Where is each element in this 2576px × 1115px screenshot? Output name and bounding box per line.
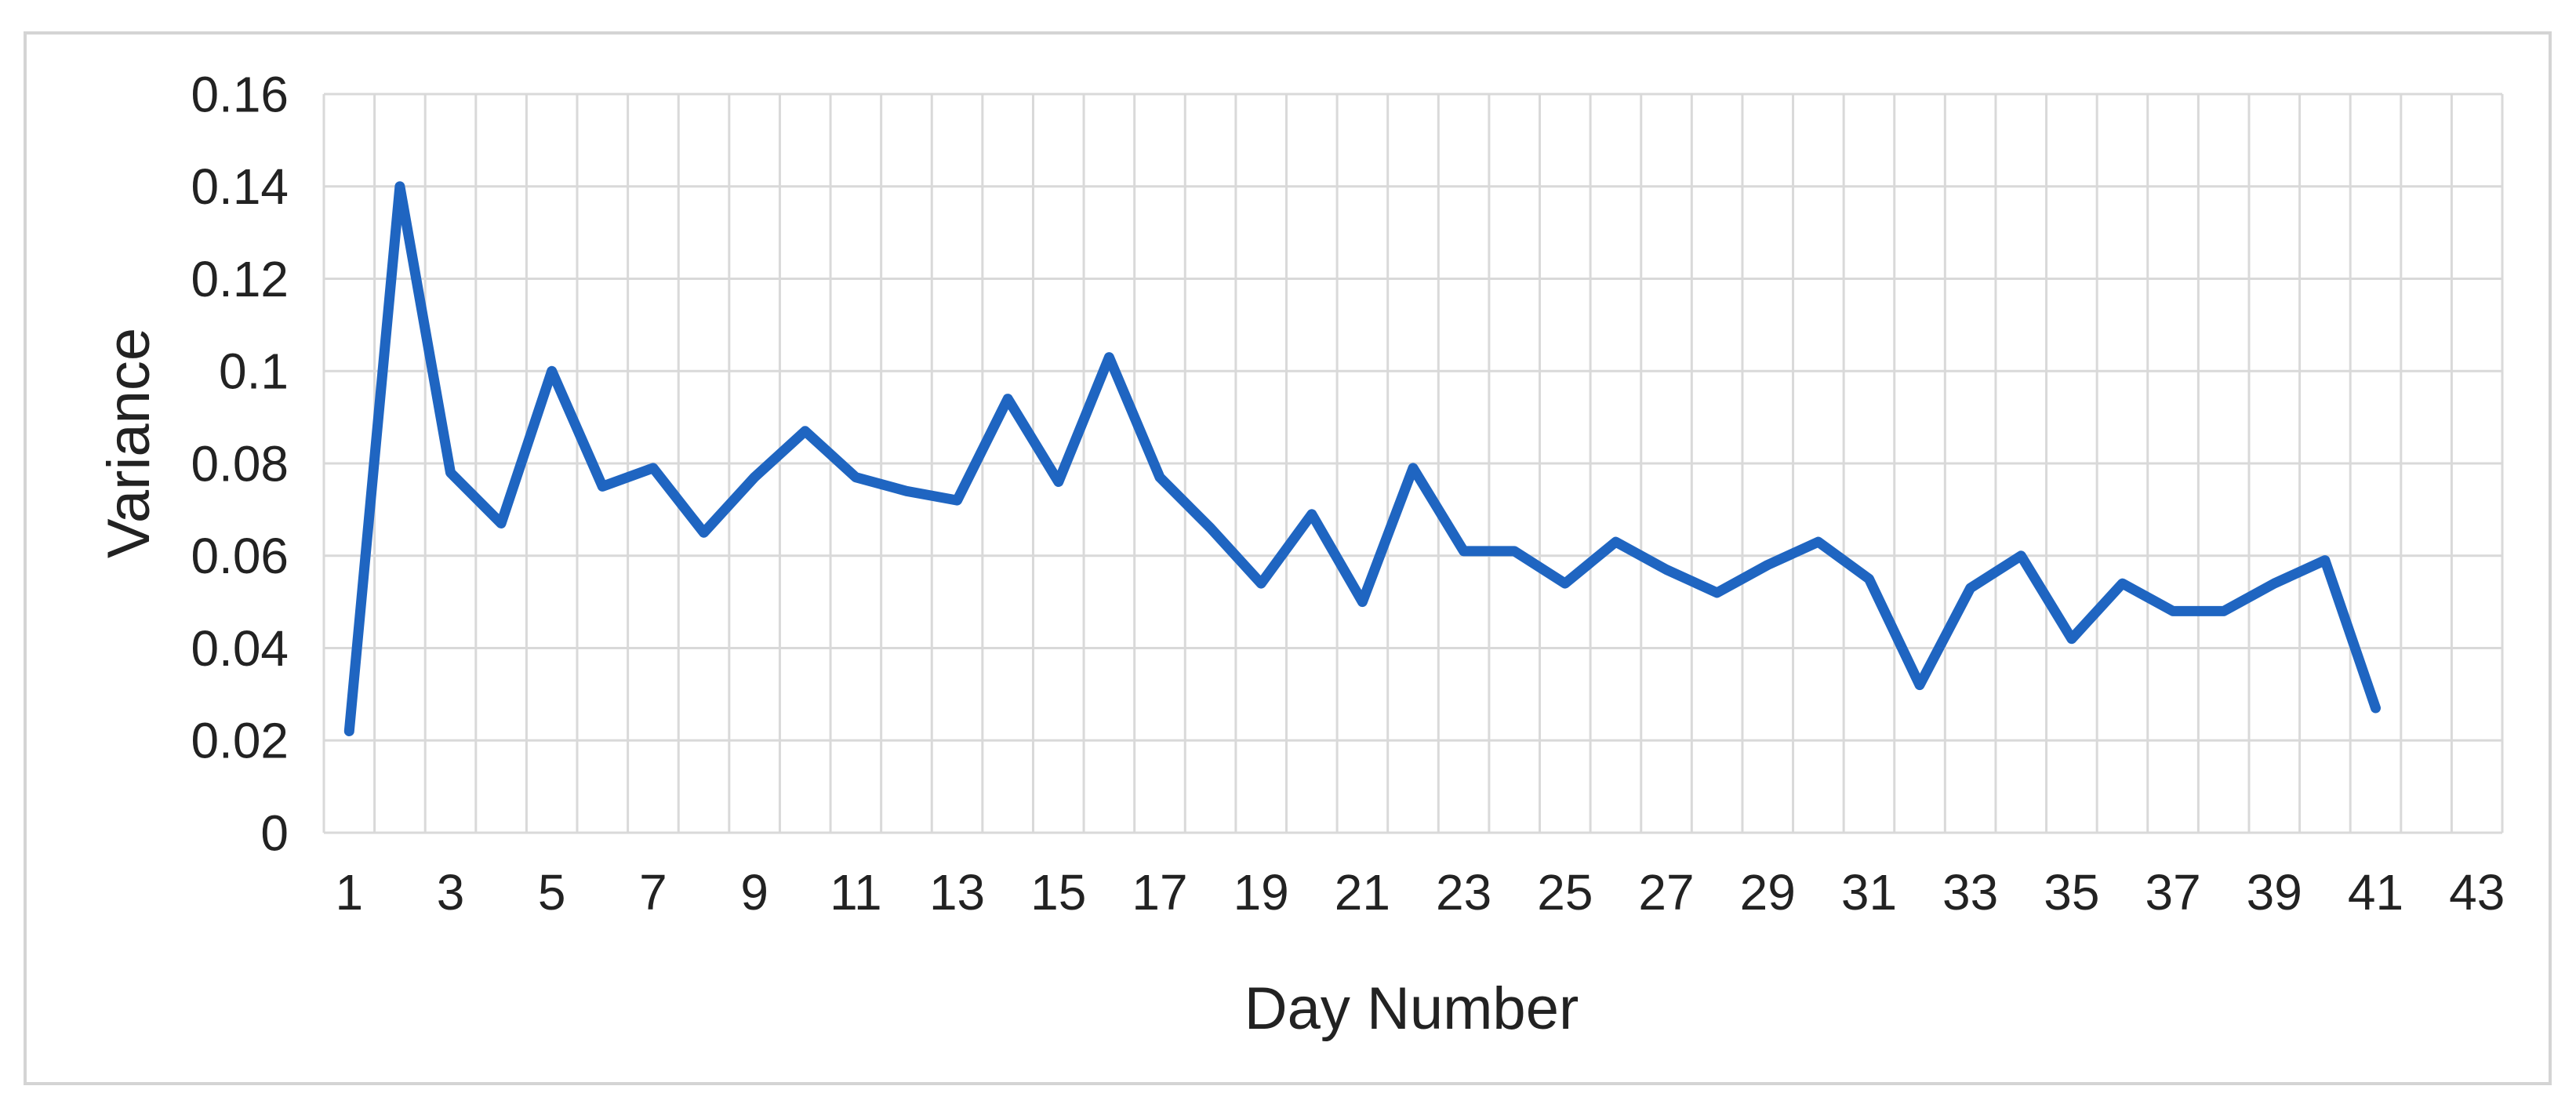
x-tick-label: 3 xyxy=(437,864,465,921)
y-tick-label: 0.08 xyxy=(191,435,289,492)
x-tick-label: 17 xyxy=(1132,864,1187,921)
y-tick-label: 0.02 xyxy=(191,713,289,769)
y-tick-label: 0.14 xyxy=(191,158,289,215)
x-axis-title: Day Number xyxy=(1244,975,1579,1042)
x-tick-label: 15 xyxy=(1030,864,1086,921)
x-tick-label: 9 xyxy=(740,864,768,921)
x-tick-label: 31 xyxy=(1841,864,1897,921)
y-tick-label: 0.12 xyxy=(191,251,289,307)
x-tick-label: 25 xyxy=(1537,864,1593,921)
series-line xyxy=(343,181,2381,736)
x-tick-label: 43 xyxy=(2449,864,2505,921)
x-tick-label: 1 xyxy=(336,864,364,921)
x-tick-label: 29 xyxy=(1740,864,1796,921)
x-axis-tick-labels: 1 3 5 7 9 11 13 15 17 19 21 23 25 27 29 31 33 35 37 39 41 43 xyxy=(336,864,2505,921)
x-tick-label: 41 xyxy=(2348,864,2403,921)
y-tick-label: 0.04 xyxy=(191,620,289,677)
x-tick-label: 7 xyxy=(639,864,667,921)
x-tick-label: 37 xyxy=(2145,864,2200,921)
x-tick-label: 19 xyxy=(1234,864,1289,921)
figure-border xyxy=(24,31,2552,1085)
x-tick-label: 11 xyxy=(830,864,881,921)
x-tick-label: 27 xyxy=(1638,864,1694,921)
horizontal-gridlines xyxy=(324,93,2502,834)
x-tick-label: 23 xyxy=(1436,864,1491,921)
x-tick-label: 13 xyxy=(929,864,985,921)
x-tick-label: 39 xyxy=(2247,864,2302,921)
y-tick-label: 0.1 xyxy=(219,343,289,400)
x-tick-label: 5 xyxy=(538,864,566,921)
y-axis-tick-labels: 0 0.02 0.04 0.06 0.08 0.1 0.12 0.14 0.16 xyxy=(191,66,289,861)
x-tick-label: 21 xyxy=(1335,864,1390,921)
y-tick-label: 0.16 xyxy=(191,66,289,122)
x-tick-label: 35 xyxy=(2044,864,2099,921)
y-axis-title: Variance xyxy=(96,328,162,558)
vertical-gridlines xyxy=(322,94,2504,833)
y-tick-label: 0 xyxy=(260,804,289,861)
x-tick-label: 33 xyxy=(1942,864,1998,921)
y-tick-label: 0.06 xyxy=(191,528,289,584)
